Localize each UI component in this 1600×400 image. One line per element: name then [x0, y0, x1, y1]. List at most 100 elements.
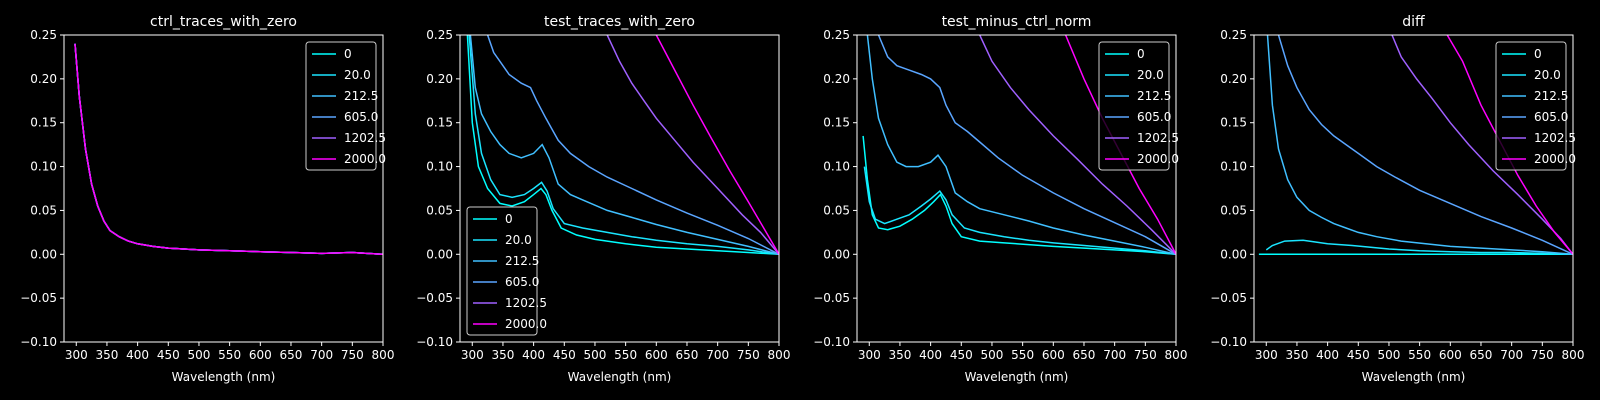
x-tick-label: 400 — [1316, 348, 1339, 362]
legend-label: 2000.0 — [1534, 152, 1576, 166]
x-tick-label: 300 — [65, 348, 88, 362]
legend-label: 212.5 — [1534, 89, 1568, 103]
legend-label: 605.0 — [344, 110, 378, 124]
x-tick-label: 700 — [1500, 348, 1523, 362]
y-tick-label: 0.10 — [426, 160, 453, 174]
x-tick-label: 400 — [522, 348, 545, 362]
x-tick-label: 800 — [768, 348, 791, 362]
y-tick-label: 0.10 — [30, 160, 57, 174]
legend-label: 20.0 — [505, 233, 532, 247]
series-line-5 — [606, 35, 779, 255]
x-tick-label: 600 — [1042, 348, 1065, 362]
x-tick-label: 400 — [126, 348, 149, 362]
x-tick-label: 350 — [491, 348, 514, 362]
y-tick-label: 0.00 — [823, 247, 850, 261]
legend-label: 0 — [1534, 47, 1542, 61]
y-tick-label: 0.20 — [30, 72, 57, 86]
y-tick-label: 0.05 — [426, 203, 453, 217]
y-tick-label: 0.10 — [1220, 160, 1247, 174]
series-line-5 — [979, 35, 1176, 255]
legend-box — [1495, 41, 1567, 171]
y-tick-label: 0.10 — [823, 160, 850, 174]
legend-label: 0 — [505, 212, 513, 226]
y-tick-label: 0.15 — [1220, 116, 1247, 130]
y-tick-label: −0.10 — [813, 335, 850, 349]
y-tick-label: 0.05 — [1220, 203, 1247, 217]
y-tick-label: −0.05 — [813, 291, 850, 305]
y-tick-label: 0.05 — [30, 203, 57, 217]
legend-label: 20.0 — [1137, 68, 1164, 82]
y-tick-label: 0.05 — [823, 203, 850, 217]
y-tick-label: 0.20 — [1220, 72, 1247, 86]
x-tick-label: 400 — [919, 348, 942, 362]
axes-frame — [63, 34, 384, 343]
y-tick-label: 0.20 — [823, 72, 850, 86]
y-tick-label: 0.25 — [823, 28, 850, 42]
x-tick-label: 650 — [280, 348, 303, 362]
x-tick-label: 500 — [188, 348, 211, 362]
legend: 0 20.0 212.5 605.0 1202.5 2000.0 — [1098, 41, 1179, 171]
series-line-3 — [866, 35, 1176, 256]
y-tick-label: −0.10 — [1210, 335, 1247, 349]
x-axis-label: Wavelength (nm) — [965, 370, 1069, 384]
x-tick-label: 600 — [1439, 348, 1462, 362]
x-tick-label: 550 — [614, 348, 637, 362]
legend-label: 20.0 — [344, 68, 371, 82]
series-line-6 — [74, 43, 383, 256]
series-line-3 — [469, 35, 779, 256]
series-line-4 — [486, 35, 779, 255]
axes-frame — [1253, 34, 1574, 343]
x-tick-label: 500 — [981, 348, 1004, 362]
x-tick-label: 800 — [1562, 348, 1585, 362]
y-tick-label: 0.25 — [426, 28, 453, 42]
legend-label: 2000.0 — [344, 152, 386, 166]
x-axis-label: Wavelength (nm) — [1362, 370, 1466, 384]
y-tick-label: −0.05 — [1210, 291, 1247, 305]
chart-title: test_minus_ctrl_norm — [942, 14, 1092, 30]
x-tick-label: 450 — [553, 348, 576, 362]
x-tick-label: 450 — [950, 348, 973, 362]
x-axis-label: Wavelength (nm) — [568, 370, 672, 384]
series-line-1 — [862, 135, 1176, 256]
x-tick-label: 800 — [372, 348, 395, 362]
x-tick-label: 550 — [1011, 348, 1034, 362]
legend-label: 212.5 — [344, 89, 378, 103]
x-tick-label: 550 — [218, 348, 241, 362]
x-tick-label: 800 — [1165, 348, 1188, 362]
chart-title: test_traces_with_zero — [544, 14, 695, 30]
chart-panel-2: 300 350 400 450 500 550 600 650 700 750 800 −0.10 −0… — [416, 14, 790, 384]
series-line-1 — [466, 35, 779, 256]
x-tick-label: 600 — [249, 348, 272, 362]
x-tick-label: 300 — [858, 348, 881, 362]
y-tick-label: −0.05 — [416, 291, 453, 305]
series-line-4 — [877, 35, 1176, 255]
legend-box — [1098, 41, 1170, 171]
legend-box — [305, 41, 377, 171]
legend-label: 212.5 — [505, 254, 539, 268]
y-tick-label: −0.10 — [416, 335, 453, 349]
legend-label: 1202.5 — [344, 131, 386, 145]
axes-frame — [856, 34, 1177, 343]
x-tick-label: 600 — [645, 348, 668, 362]
legend-label: 212.5 — [1137, 89, 1171, 103]
legend: 0 20.0 212.5 605.0 1202.5 2000.0 — [1495, 41, 1576, 171]
legend-label: 1202.5 — [1137, 131, 1179, 145]
x-tick-label: 300 — [461, 348, 484, 362]
y-tick-label: 0.25 — [1220, 28, 1247, 42]
x-tick-label: 500 — [584, 348, 607, 362]
legend-label: 605.0 — [1137, 110, 1171, 124]
legend-label: 2000.0 — [1137, 152, 1179, 166]
x-tick-label: 350 — [95, 348, 118, 362]
x-tick-label: 750 — [1134, 348, 1157, 362]
y-tick-label: 0.00 — [1220, 247, 1247, 261]
legend-label: 2000.0 — [505, 317, 547, 331]
series-line-4 — [1277, 35, 1573, 255]
x-tick-label: 650 — [1470, 348, 1493, 362]
legend-label: 0 — [1137, 47, 1145, 61]
y-tick-label: 0.25 — [30, 28, 57, 42]
y-tick-label: 0.00 — [426, 247, 453, 261]
y-tick-label: 0.15 — [823, 116, 850, 130]
series-line-6 — [655, 35, 779, 255]
legend: 0 20.0 212.5 605.0 1202.5 2000.0 — [305, 41, 386, 171]
